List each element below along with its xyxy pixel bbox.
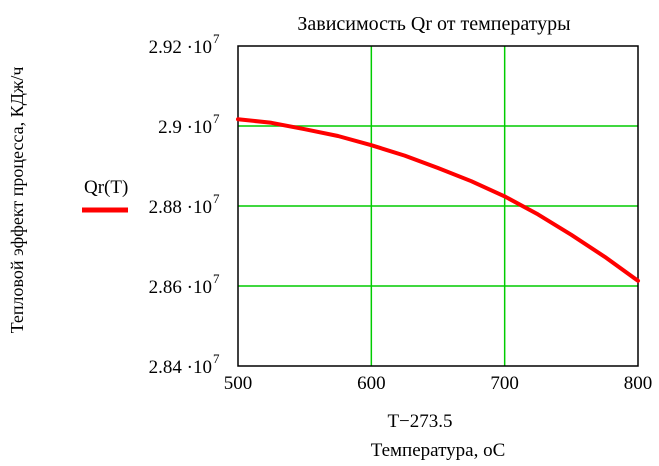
x-axis-expression: T−273.5	[387, 411, 452, 432]
y-tick-exponent-1: 7	[213, 271, 220, 286]
y-tick-label-2: 2.88 ·10	[149, 197, 212, 218]
y-tick-exponent-2: 7	[213, 191, 220, 206]
y-axis-label: Тепловой эффект процесса, КДж/ч	[7, 67, 27, 334]
series-line-qr	[236, 117, 640, 283]
y-tick-exponent-4: 7	[213, 31, 220, 46]
x-tick-labels: 500 600 700 800	[224, 373, 653, 394]
grid-lines	[238, 46, 638, 366]
legend-label: Qr(T)	[84, 177, 128, 198]
plot-frame	[237, 45, 639, 367]
y-tick-labels: 2.84 ·10 72.86 ·10 72.88 ·10 72.9 ·10 72.92 …	[149, 31, 220, 378]
chart-title: Зависимость Qr от температуры	[297, 13, 570, 35]
y-tick-label-4: 2.92 ·10	[149, 37, 212, 58]
y-tick-exponent-0: 7	[213, 351, 220, 366]
y-tick-exponent-3: 7	[213, 111, 220, 126]
x-tick-label-0: 500	[224, 373, 253, 394]
x-axis-label: Температура, oC	[371, 440, 506, 461]
y-tick-label-0: 2.84 ·10	[149, 357, 212, 378]
y-tick-label-3: 2.9 ·10	[158, 117, 212, 138]
x-tick-label-3: 800	[624, 373, 653, 394]
x-tick-label-1: 600	[357, 373, 386, 394]
y-tick-label-1: 2.86 ·10	[149, 277, 212, 298]
x-tick-label-2: 700	[490, 373, 519, 394]
